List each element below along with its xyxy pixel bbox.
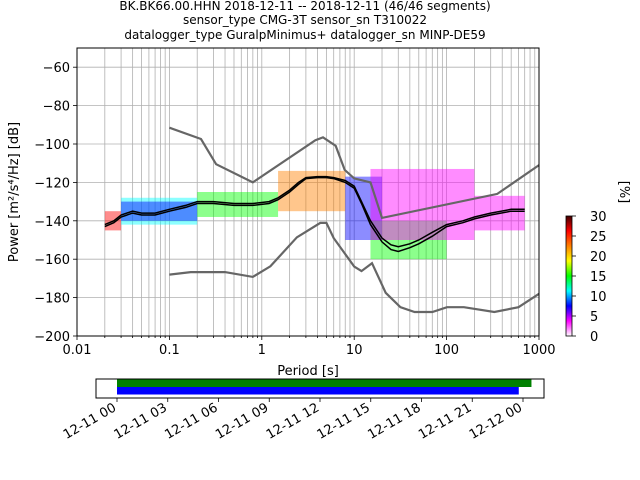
timeline-tick-label: 12-11 00 [61,400,119,442]
plot-background [77,48,539,336]
y-axis-label: Power [m²/s⁴/Hz] [dB] [7,122,22,262]
data-coverage-bar [117,379,532,387]
timeline-bars [117,379,532,395]
title-line-2: sensor_type CMG-3T sensor_sn T310022 [183,13,427,27]
psd-coverage-bar [117,387,519,395]
colorbar-tick-label: 0 [590,330,598,345]
y-tick-label: −100 [34,138,70,153]
title-line-3: datalogger_type GuralpMinimus+ datalogge… [124,28,485,42]
colorbar-tick-label: 25 [590,230,607,245]
plot-frame [76,47,540,337]
timeline-tick-label: 12-11 15 [315,400,373,442]
timeline-tick-label: 12-12 00 [467,400,525,442]
title-line-1: BK.BK66.00.HHN 2018-12-11 -- 2018-12-11 … [119,0,490,13]
grid [76,48,539,337]
colorbar-tick-label: 20 [590,250,607,265]
x-tick-label: 1 [258,343,266,358]
series-lines [104,126,540,314]
series-mean [104,175,525,248]
density-cell [370,168,475,240]
density-cell [121,201,198,221]
timeline-tick-label: 12-11 09 [213,400,271,442]
y-tick-label: −80 [43,100,70,115]
timeline-tick-label: 12-11 06 [162,400,220,442]
ppsd-plot-area: 0.01 0.1 1 10 100 1000 −200 −180 −160 −140 −120 −1… [34,47,556,358]
x-tick-label: 0.1 [159,343,180,358]
x-ticks: 0.01 0.1 1 10 100 1000 [63,336,556,358]
y-tick-label: −200 [34,330,70,345]
colorbar-tick-label: 10 [590,290,607,305]
x-tick-label: 10 [346,343,363,358]
x-tick-label: 1000 [522,343,555,358]
colorbar-label: [%] [616,181,631,204]
series-nlnm [169,221,540,314]
timeline-tick-label: 12-11 12 [264,400,322,442]
colorbar-ticks: 0 5 10 15 20 25 30 [572,210,607,345]
x-axis-label: Period [s] [277,364,339,379]
y-ticks: −200 −180 −160 −140 −120 −100 −80 −60 [34,61,77,345]
x-tick-label: 0.01 [63,343,92,358]
timeline-tick-label: 12-11 03 [112,400,170,442]
y-tick-label: −120 [34,176,70,191]
series-mode [104,176,525,253]
density-cell [370,220,447,260]
timeline-tick-label: 12-11 21 [416,400,474,442]
y-tick-label: −60 [43,61,70,76]
colorbar-gradient [565,215,573,337]
colorbar-tick-label: 30 [590,210,607,225]
timeline-tick-label: 12-11 18 [365,400,423,442]
y-tick-label: −140 [34,215,70,230]
y-tick-label: −160 [34,253,70,268]
series-nhnm [169,126,540,220]
chart-title: BK.BK66.00.HHN 2018-12-11 -- 2018-12-11 … [119,0,490,42]
colorbar: 0 5 10 15 20 25 30 [%] [565,181,631,345]
colorbar-tick-label: 5 [590,310,598,325]
x-tick-label: 100 [434,343,459,358]
density-cloud [104,168,525,260]
colorbar-tick-label: 15 [590,270,607,285]
y-tick-label: −180 [34,292,70,307]
